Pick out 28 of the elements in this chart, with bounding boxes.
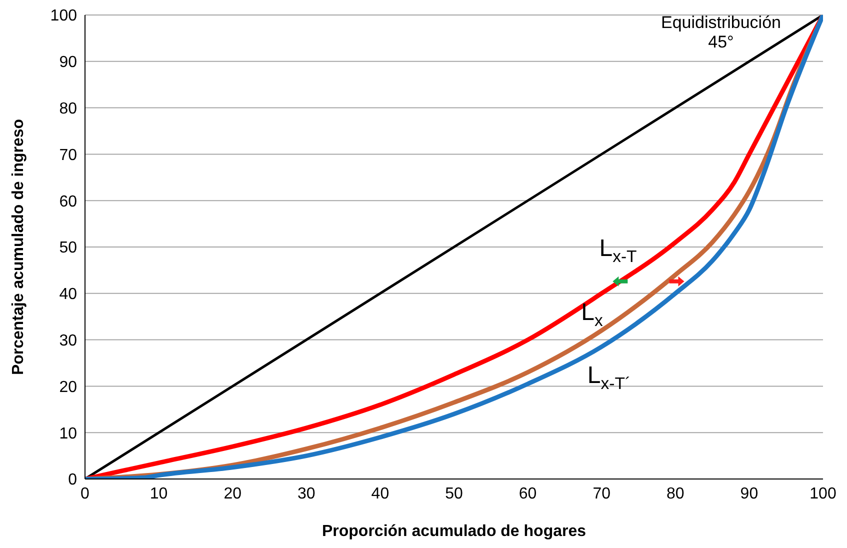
y-tick-label: 40 xyxy=(59,286,78,304)
y-tick-label: 50 xyxy=(59,240,78,257)
y-axis-title: Porcentaje acumulado de ingreso xyxy=(10,118,27,376)
y-tick-label: 10 xyxy=(59,425,78,442)
x-axis-title: Proporción acumulado de hogares xyxy=(322,523,586,540)
y-tick-label: 30 xyxy=(59,332,78,350)
y-tick-label: 0 xyxy=(68,472,78,489)
annotation: Equidistribución 45° xyxy=(660,13,782,52)
x-tick-label: 80 xyxy=(666,485,684,502)
x-tick-label: 40 xyxy=(371,485,390,502)
x-tick-label: 90 xyxy=(740,485,758,502)
y-tick-label: 60 xyxy=(59,193,78,210)
x-tick-label: 20 xyxy=(224,485,242,502)
annotation: L$_{x-T´}$ xyxy=(587,362,631,393)
x-tick-label: 10 xyxy=(150,485,168,502)
y-tick-label: 100 xyxy=(50,8,78,25)
annotation: L$_{x-T}$ xyxy=(599,235,637,266)
y-tick-label: 20 xyxy=(59,378,78,396)
x-tick-label: 50 xyxy=(445,485,463,502)
x-tick-label: 0 xyxy=(80,485,90,502)
y-tick-label: 70 xyxy=(59,146,78,164)
x-tick-label: 60 xyxy=(518,485,537,502)
y-tick-label: 80 xyxy=(59,100,78,118)
x-tick-label: 100 xyxy=(810,485,836,502)
y-tick-label: 90 xyxy=(59,54,78,72)
x-tick-label: 30 xyxy=(298,485,316,502)
x-tick-label: 70 xyxy=(592,485,611,502)
annotation: L$_{x}$ xyxy=(581,299,604,330)
